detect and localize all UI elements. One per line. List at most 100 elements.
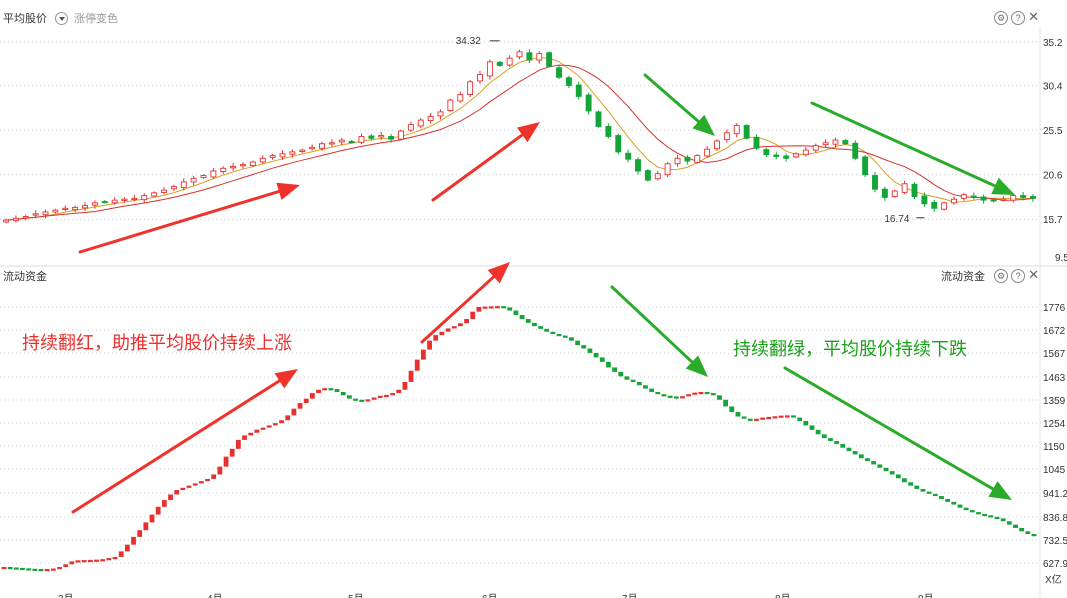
candle <box>802 149 809 156</box>
candle <box>52 209 59 213</box>
flow-step <box>686 394 692 397</box>
flow-step <box>328 388 334 391</box>
dropdown-icon[interactable] <box>55 11 68 25</box>
flow-step <box>414 359 420 371</box>
flow-y-tick-label: 1567 <box>1043 349 1066 360</box>
trend-arrow-shaft <box>420 275 496 344</box>
close-icon[interactable]: ✕ <box>1028 267 1039 282</box>
flow-step <box>57 566 62 570</box>
flow-step <box>365 399 371 402</box>
candle <box>131 197 138 200</box>
flow-step <box>969 510 975 513</box>
candle <box>723 132 730 141</box>
candle <box>941 202 948 210</box>
candle <box>358 135 365 143</box>
candle <box>279 153 286 158</box>
flow-step <box>458 323 463 327</box>
candle <box>733 125 740 135</box>
flow-step <box>143 522 149 531</box>
flow-y-tick-label: 1776 <box>1043 303 1066 314</box>
flow-step <box>106 558 112 561</box>
flow-step <box>760 417 766 420</box>
candle <box>417 119 424 127</box>
trend-arrow-head <box>991 177 1015 195</box>
price-extreme-label: 16.74 <box>884 214 909 225</box>
candle <box>881 188 888 198</box>
flow-step <box>976 512 981 515</box>
candle <box>565 77 572 86</box>
flow-step <box>630 379 636 382</box>
candle <box>269 155 276 158</box>
candle <box>249 161 256 167</box>
candle <box>121 198 128 201</box>
help-icon[interactable]: ? <box>1011 269 1026 283</box>
candle <box>32 213 39 216</box>
candle <box>911 183 918 197</box>
flow-step <box>476 307 482 312</box>
flow-step <box>729 406 735 413</box>
x-tick-label: 7月 <box>622 593 638 598</box>
flow-step <box>211 474 217 479</box>
candle <box>12 217 19 222</box>
candle <box>368 135 375 139</box>
candle <box>516 51 523 58</box>
flow-y-tick-label: 627.9 <box>1043 559 1067 570</box>
flow-step <box>655 391 661 395</box>
flow-step <box>285 415 291 421</box>
flow-step <box>75 560 81 563</box>
flow-step <box>895 474 901 479</box>
bottom-panel-toolbar: ⚙ ? ✕ <box>994 267 1039 283</box>
candle <box>546 52 553 67</box>
flow-step <box>217 466 223 475</box>
candle <box>773 154 780 157</box>
flow-step <box>667 395 673 398</box>
flow-y-tick-label: 1045 <box>1043 465 1066 476</box>
flow-step <box>316 389 321 394</box>
flow-step <box>914 485 920 489</box>
settings-icon[interactable]: ⚙ <box>994 11 1009 25</box>
sub-indicator-label[interactable]: 涨停变色 <box>74 13 118 25</box>
flow-step <box>340 391 346 396</box>
candle <box>289 151 296 155</box>
flow-y-tick-label: 836.8 <box>1043 513 1067 524</box>
candle <box>467 81 474 96</box>
candle <box>960 194 967 199</box>
flow-step <box>525 319 531 323</box>
flow-step <box>883 467 889 472</box>
candle <box>22 216 29 219</box>
flow-step <box>754 418 759 421</box>
x-tick-label: 3月 <box>58 593 74 598</box>
flow-step <box>982 513 988 517</box>
flow-step <box>44 568 50 572</box>
flow-y-tick-label: 1463 <box>1043 373 1066 384</box>
flow-step <box>507 307 513 311</box>
current-price-label: 9.5 <box>1055 253 1067 264</box>
flow-step <box>427 340 432 350</box>
candle <box>753 136 760 149</box>
flow-step <box>87 559 93 563</box>
flow-step <box>174 490 180 495</box>
flow-step <box>673 396 679 399</box>
flow-step <box>636 381 642 386</box>
flow-step <box>192 483 198 486</box>
flow-step <box>495 306 500 309</box>
close-icon[interactable]: ✕ <box>1028 9 1039 24</box>
candle <box>338 139 345 143</box>
flow-step <box>809 425 815 430</box>
candle <box>437 111 444 117</box>
candle <box>704 148 711 157</box>
candle <box>388 135 395 140</box>
settings-icon[interactable]: ⚙ <box>994 269 1009 283</box>
help-icon[interactable]: ? <box>1011 11 1026 25</box>
flow-step <box>834 441 840 444</box>
flow-y-tick-label: 1254 <box>1043 419 1066 430</box>
candle <box>180 181 187 188</box>
flow-step <box>346 395 352 399</box>
flow-step <box>698 391 704 395</box>
annotation-green-text: 持续翻绿，平均股价持续下跌 <box>733 339 967 359</box>
flow-step <box>945 498 951 502</box>
candle <box>240 164 246 167</box>
flow-step <box>488 306 494 309</box>
flow-step <box>821 434 827 439</box>
bottom-panel-header: 流动资金 流动资金 ⚙ ? ✕ <box>0 267 1067 285</box>
